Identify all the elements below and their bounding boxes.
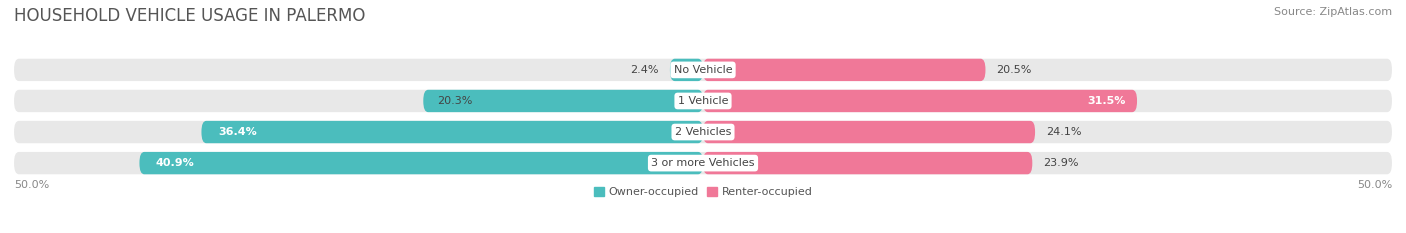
Text: 2.4%: 2.4% [630, 65, 659, 75]
FancyBboxPatch shape [703, 90, 1137, 112]
Text: 40.9%: 40.9% [156, 158, 195, 168]
Text: 24.1%: 24.1% [1046, 127, 1081, 137]
Text: 2 Vehicles: 2 Vehicles [675, 127, 731, 137]
Text: 1 Vehicle: 1 Vehicle [678, 96, 728, 106]
Text: 20.3%: 20.3% [437, 96, 472, 106]
Text: 23.9%: 23.9% [1043, 158, 1078, 168]
FancyBboxPatch shape [423, 90, 703, 112]
FancyBboxPatch shape [14, 59, 1392, 81]
Text: 50.0%: 50.0% [14, 180, 49, 190]
FancyBboxPatch shape [14, 152, 1392, 174]
FancyBboxPatch shape [14, 121, 1392, 143]
Text: 50.0%: 50.0% [1357, 180, 1392, 190]
Text: No Vehicle: No Vehicle [673, 65, 733, 75]
Legend: Owner-occupied, Renter-occupied: Owner-occupied, Renter-occupied [593, 187, 813, 197]
FancyBboxPatch shape [703, 121, 1035, 143]
FancyBboxPatch shape [669, 59, 703, 81]
FancyBboxPatch shape [703, 152, 1032, 174]
Text: 36.4%: 36.4% [218, 127, 257, 137]
Text: Source: ZipAtlas.com: Source: ZipAtlas.com [1274, 7, 1392, 17]
FancyBboxPatch shape [139, 152, 703, 174]
FancyBboxPatch shape [703, 59, 986, 81]
FancyBboxPatch shape [14, 90, 1392, 112]
FancyBboxPatch shape [201, 121, 703, 143]
Text: 20.5%: 20.5% [997, 65, 1032, 75]
Text: HOUSEHOLD VEHICLE USAGE IN PALERMO: HOUSEHOLD VEHICLE USAGE IN PALERMO [14, 7, 366, 25]
Text: 3 or more Vehicles: 3 or more Vehicles [651, 158, 755, 168]
Text: 31.5%: 31.5% [1088, 96, 1126, 106]
